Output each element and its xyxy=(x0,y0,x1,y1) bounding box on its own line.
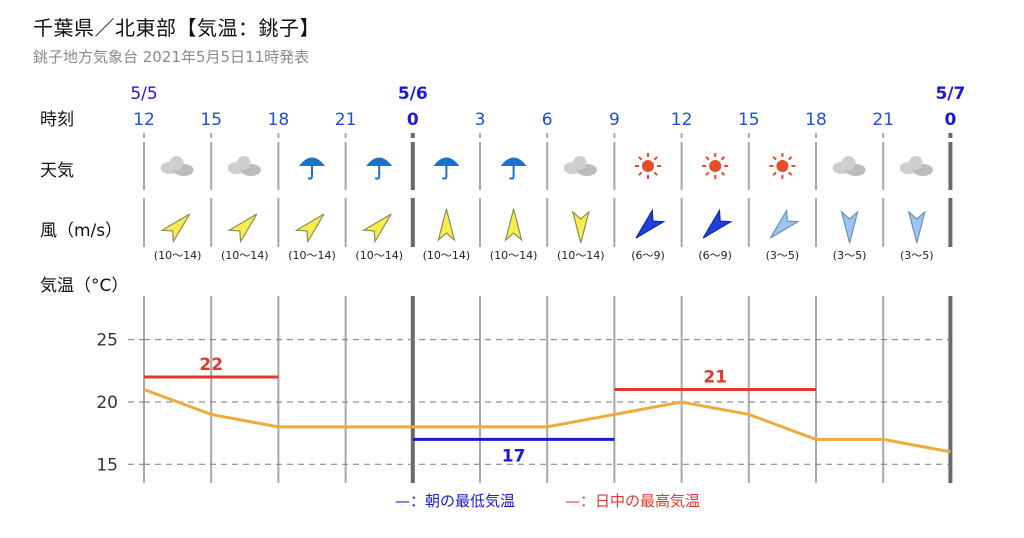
max-temp-bar-label: 22 xyxy=(199,355,223,375)
wind-arrow-icon xyxy=(160,213,191,244)
wind-speed-label: (10〜14) xyxy=(154,249,202,262)
umbrella-icon xyxy=(299,157,325,180)
legend-max-temp: —：日中の最高気温 xyxy=(565,490,700,511)
wind-arrow-icon xyxy=(437,208,456,242)
wind-speed-label: (10〜14) xyxy=(490,249,538,262)
time-label: 21 xyxy=(872,110,894,130)
wind-speed-label: (6〜9) xyxy=(631,249,665,262)
cloud-icon xyxy=(160,156,194,176)
date-label: 5/7 xyxy=(935,84,965,104)
row-label-wind: 風（m/s） xyxy=(40,221,122,241)
max-temp-bar-label: 21 xyxy=(703,368,727,388)
legend-min-label: —：朝の最低気温 xyxy=(395,492,516,510)
time-label: 6 xyxy=(542,110,553,130)
legend-max-label: —：日中の最高気温 xyxy=(565,492,701,510)
wind-arrow-icon xyxy=(635,208,666,239)
time-label: 21 xyxy=(335,110,357,130)
wind-speed-label: (3〜5) xyxy=(766,249,800,262)
wind-arrow-icon xyxy=(702,208,733,239)
wind-speed-label: (3〜5) xyxy=(833,249,867,262)
wind-arrow-icon xyxy=(769,208,800,239)
cloud-icon xyxy=(227,156,261,176)
time-label: 18 xyxy=(268,110,290,130)
time-label: 9 xyxy=(609,110,620,130)
wind-arrow-icon xyxy=(227,213,258,244)
time-label: 3 xyxy=(475,110,486,130)
wind-speed-label: (10〜14) xyxy=(557,249,605,262)
wind-speed-label: (10〜14) xyxy=(423,249,471,262)
cloud-icon xyxy=(832,156,866,176)
sun-icon xyxy=(702,153,729,179)
cloud-icon xyxy=(563,156,597,176)
umbrella-icon xyxy=(500,157,527,180)
min-temp-bar-label: 17 xyxy=(502,446,526,466)
row-label-time: 時刻 xyxy=(40,110,74,130)
time-label: 18 xyxy=(805,110,827,130)
time-label: 0 xyxy=(407,110,419,130)
row-label-temperature: 気温（°C） xyxy=(40,276,128,296)
umbrella-icon xyxy=(366,157,393,180)
time-label: 12 xyxy=(671,110,693,130)
wind-arrow-icon xyxy=(294,213,325,244)
wind-arrow-icon xyxy=(571,210,590,244)
wind-arrow-icon xyxy=(840,210,859,244)
y-tick-label: 25 xyxy=(96,331,118,351)
umbrella-icon xyxy=(433,157,460,180)
wind-arrow-icon xyxy=(907,210,926,244)
wind-arrow-icon xyxy=(504,208,523,242)
row-label-weather: 天気 xyxy=(40,161,74,181)
time-label: 0 xyxy=(944,110,956,130)
sun-icon xyxy=(635,153,661,179)
time-label: 15 xyxy=(200,110,222,130)
sun-icon xyxy=(769,153,796,179)
temperature-line xyxy=(143,388,951,454)
cloud-icon xyxy=(899,156,933,176)
page-title: 千葉県／北東部【気温：銚子】 xyxy=(33,16,320,40)
page-subtitle: 銚子地方気象台 2021年5月5日11時発表 xyxy=(33,48,310,66)
wind-speed-label: (10〜14) xyxy=(221,249,269,262)
wind-speed-label: (6〜9) xyxy=(698,249,732,262)
legend-min-temp: —：朝の最低気温 xyxy=(395,490,515,511)
wind-speed-label: (10〜14) xyxy=(355,249,403,262)
wind-speed-label: (3〜5) xyxy=(900,249,934,262)
y-tick-label: 20 xyxy=(96,393,118,413)
time-label: 15 xyxy=(738,110,760,130)
y-tick-label: 15 xyxy=(96,455,118,475)
date-label: 5/6 xyxy=(398,84,428,104)
date-label: 5/5 xyxy=(130,84,157,104)
time-label: 12 xyxy=(133,110,155,130)
wind-arrow-icon xyxy=(361,213,392,244)
wind-speed-label: (10〜14) xyxy=(288,249,336,262)
